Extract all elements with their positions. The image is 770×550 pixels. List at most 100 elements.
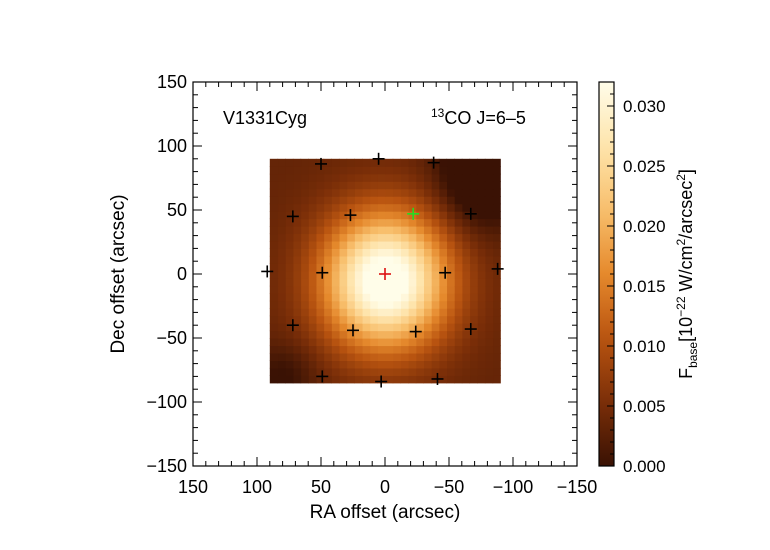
heatmap-cell bbox=[415, 323, 424, 332]
heatmap-cell bbox=[492, 308, 501, 317]
y-tick-label: 100 bbox=[157, 136, 187, 156]
heatmap-cell bbox=[315, 338, 325, 347]
heatmap-cell bbox=[392, 226, 401, 235]
heatmap-cell bbox=[300, 293, 309, 302]
heatmap-cell bbox=[331, 248, 340, 257]
heatmap-cell bbox=[438, 233, 448, 242]
heatmap-cell bbox=[438, 308, 448, 317]
heatmap-cell bbox=[269, 345, 279, 354]
heatmap-cell bbox=[292, 240, 302, 249]
heatmap-cell bbox=[438, 218, 448, 227]
heatmap-cell bbox=[354, 315, 363, 324]
heatmap-cell bbox=[392, 285, 401, 294]
heatmap-cell bbox=[346, 196, 355, 205]
heatmap-cell bbox=[323, 240, 332, 249]
heatmap-cell bbox=[361, 166, 371, 175]
heatmap-cell bbox=[446, 352, 455, 361]
heatmap-cell bbox=[338, 352, 348, 361]
heatmap-cell bbox=[446, 278, 455, 287]
heatmap-cell bbox=[300, 240, 309, 249]
heatmap-cell bbox=[323, 203, 332, 212]
heatmap-cell bbox=[477, 226, 486, 235]
heatmap-cell bbox=[385, 367, 394, 376]
heatmap-cell bbox=[354, 285, 363, 294]
heatmap-cell bbox=[323, 315, 332, 324]
heatmap-cell bbox=[408, 158, 417, 167]
heatmap-cell bbox=[269, 263, 279, 272]
heatmap-cell bbox=[269, 323, 279, 332]
heatmap-cell bbox=[400, 233, 409, 242]
heatmap-cell bbox=[277, 203, 286, 212]
heatmap-cell bbox=[385, 211, 394, 220]
heatmap-cell bbox=[392, 181, 401, 190]
heatmap-cell bbox=[385, 173, 394, 182]
heatmap-cell bbox=[454, 285, 463, 294]
heatmap-cell bbox=[323, 166, 332, 175]
heatmap-cell bbox=[331, 218, 340, 227]
heatmap-cell bbox=[331, 226, 340, 235]
heatmap-cell bbox=[385, 166, 394, 175]
heatmap-cell bbox=[315, 181, 325, 190]
heatmap-cell bbox=[438, 270, 448, 279]
heatmap-cell bbox=[277, 158, 286, 167]
y-tick-label: −100 bbox=[146, 392, 187, 412]
heatmap-cell bbox=[338, 181, 348, 190]
colorbar-label-sub: base bbox=[686, 342, 700, 368]
heatmap-cell bbox=[300, 226, 309, 235]
heatmap-cell bbox=[315, 203, 325, 212]
heatmap-cell bbox=[469, 263, 478, 272]
pointing-marker bbox=[464, 323, 477, 336]
heatmap-cell bbox=[354, 173, 363, 182]
heatmap-cell bbox=[423, 352, 432, 361]
heatmap-cell bbox=[285, 226, 294, 235]
heatmap-cell bbox=[369, 367, 378, 376]
heatmap-cell bbox=[392, 300, 401, 309]
heatmap-cell bbox=[285, 338, 294, 347]
heatmap-cell bbox=[392, 315, 401, 324]
heatmap-cell bbox=[415, 173, 424, 182]
heatmap-cell bbox=[438, 345, 448, 354]
heatmap-cell bbox=[300, 248, 309, 257]
pointing-marker bbox=[431, 372, 444, 385]
heatmap-cell bbox=[415, 367, 424, 376]
heatmap-cell bbox=[408, 255, 417, 264]
heatmap-cell bbox=[292, 338, 302, 347]
heatmap-cell bbox=[415, 330, 424, 339]
heatmap-cell bbox=[423, 226, 432, 235]
heatmap-cell bbox=[331, 233, 340, 242]
heatmap-cell bbox=[446, 173, 455, 182]
heatmap-cell bbox=[354, 233, 363, 242]
heatmap-cell bbox=[400, 375, 409, 384]
heatmap-cell bbox=[285, 203, 294, 212]
heatmap-cell bbox=[269, 285, 279, 294]
heatmap-cell bbox=[454, 226, 463, 235]
heatmap-cell bbox=[392, 188, 401, 197]
heatmap-cell bbox=[346, 285, 355, 294]
heatmap-cell bbox=[484, 345, 494, 354]
heatmap-cell bbox=[315, 211, 325, 220]
heatmap-cell bbox=[346, 255, 355, 264]
heatmap-cell bbox=[338, 278, 348, 287]
heatmap-cell bbox=[469, 181, 478, 190]
heatmap-cell bbox=[331, 352, 340, 361]
heatmap-cell bbox=[331, 338, 340, 347]
heatmap-cell bbox=[385, 375, 394, 384]
heatmap-cell bbox=[308, 173, 317, 182]
heatmap-cell bbox=[492, 218, 501, 227]
heatmap-cell bbox=[385, 270, 394, 279]
colorbar-label-exp: −22 bbox=[674, 296, 688, 317]
heatmap-cell bbox=[492, 226, 501, 235]
heatmap-cell bbox=[408, 188, 417, 197]
heatmap-cell bbox=[331, 285, 340, 294]
heatmap-cell bbox=[269, 270, 279, 279]
heatmap-cell bbox=[377, 240, 386, 249]
heatmap-cell bbox=[400, 188, 409, 197]
heatmap-cell bbox=[315, 352, 325, 361]
pointing-marker bbox=[344, 209, 357, 222]
heatmap-cell bbox=[369, 166, 378, 175]
colorbar-label-exp2: 2 bbox=[674, 239, 688, 246]
heatmap-cell bbox=[454, 158, 463, 167]
heatmap-cell bbox=[277, 166, 286, 175]
heatmap-cell bbox=[446, 263, 455, 272]
heatmap-cell bbox=[477, 188, 486, 197]
